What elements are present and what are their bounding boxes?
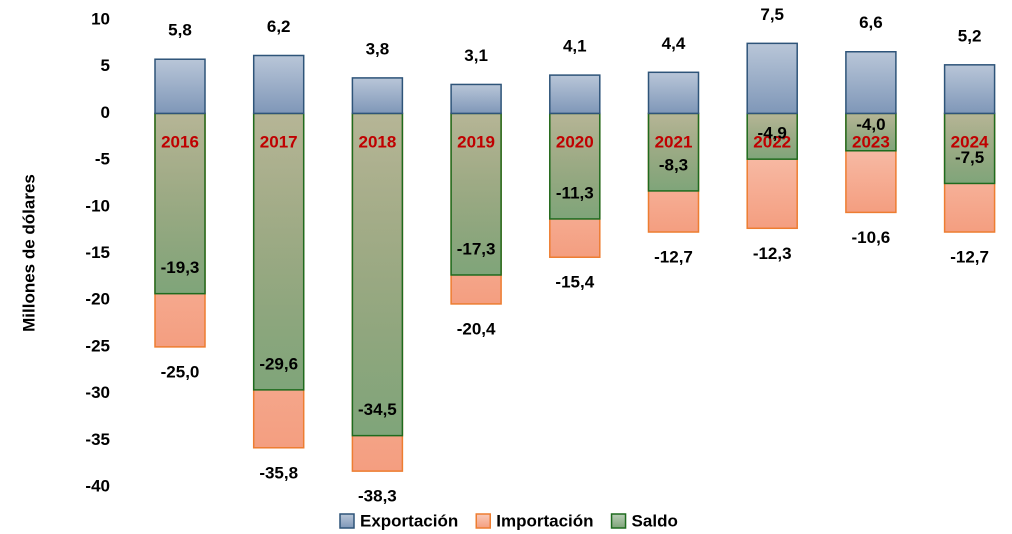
y-tick-label: -20: [85, 290, 110, 309]
y-tick-label: -35: [85, 430, 110, 449]
data-label: 5,8: [168, 21, 192, 40]
bar: [252, 54, 305, 115]
data-label: 6,2: [267, 17, 291, 36]
category-label: 2020: [556, 132, 594, 151]
y-tick-label: -40: [85, 476, 110, 495]
legend-swatch: [475, 513, 491, 529]
data-label: -12,7: [654, 248, 693, 267]
bar: [154, 112, 206, 295]
data-label: 4,4: [662, 34, 686, 53]
data-label: -11,3: [556, 183, 594, 202]
bar: [647, 112, 700, 192]
bar: [549, 112, 601, 220]
data-label: -25,0: [161, 362, 200, 381]
category-label: 2024: [951, 132, 989, 151]
bar: [351, 77, 404, 115]
data-label: 3,8: [366, 39, 390, 58]
data-label: -8,3: [659, 155, 688, 174]
data-label: -12,7: [950, 248, 989, 267]
data-label: -20,4: [457, 319, 496, 338]
data-label: 3,1: [464, 46, 488, 65]
bar: [746, 112, 798, 160]
data-label: 4,1: [563, 37, 587, 56]
y-tick-label: -10: [85, 196, 110, 215]
data-label: -4,9: [758, 124, 787, 143]
y-tick-label: -30: [85, 383, 110, 402]
data-label: -12,3: [753, 244, 792, 263]
data-label: -29,6: [259, 354, 298, 373]
legend-label: Importación: [496, 511, 593, 530]
category-label: 2016: [161, 132, 199, 151]
y-tick-label: 5: [101, 56, 110, 75]
bar: [450, 112, 502, 276]
y-tick-label: 0: [101, 103, 110, 122]
bar: [845, 51, 897, 115]
bar: [647, 71, 700, 115]
data-label: -35,8: [259, 463, 298, 482]
category-label: 2019: [457, 132, 495, 151]
category-label: 2018: [358, 132, 396, 151]
y-axis-label: Millones de dólares: [19, 174, 38, 332]
bar: [746, 42, 798, 115]
data-label: -15,4: [555, 273, 594, 292]
bar: [549, 74, 601, 115]
legend-swatch: [339, 513, 355, 529]
data-label: -17,3: [457, 239, 496, 258]
data-label: -7,5: [955, 148, 984, 167]
y-tick-label: -15: [85, 243, 110, 262]
y-tick-label: -5: [95, 150, 110, 169]
data-label: 6,6: [859, 13, 883, 32]
legend-label: Exportación: [360, 511, 458, 530]
category-label: 2017: [260, 132, 298, 151]
y-tick-label: -25: [85, 336, 110, 355]
category-label: 2022: [753, 132, 791, 151]
data-label: 7,5: [760, 5, 784, 24]
legend-swatch: [610, 513, 627, 529]
data-label: -4,0: [856, 115, 885, 134]
legend-label: Saldo: [632, 511, 678, 530]
bar: [252, 112, 305, 391]
bar: [154, 58, 206, 115]
category-label: 2023: [852, 132, 890, 151]
bar: [450, 83, 502, 115]
bar: [845, 112, 897, 152]
category-label: 2021: [655, 132, 693, 151]
data-label: -34,5: [358, 400, 397, 419]
bar: [943, 64, 996, 115]
data-label: -19,3: [161, 258, 200, 277]
bar: [351, 112, 404, 437]
y-tick-label: 10: [91, 9, 110, 28]
data-label: -38,3: [358, 487, 397, 506]
data-label: 5,2: [958, 26, 982, 45]
data-label: -10,6: [852, 228, 891, 247]
